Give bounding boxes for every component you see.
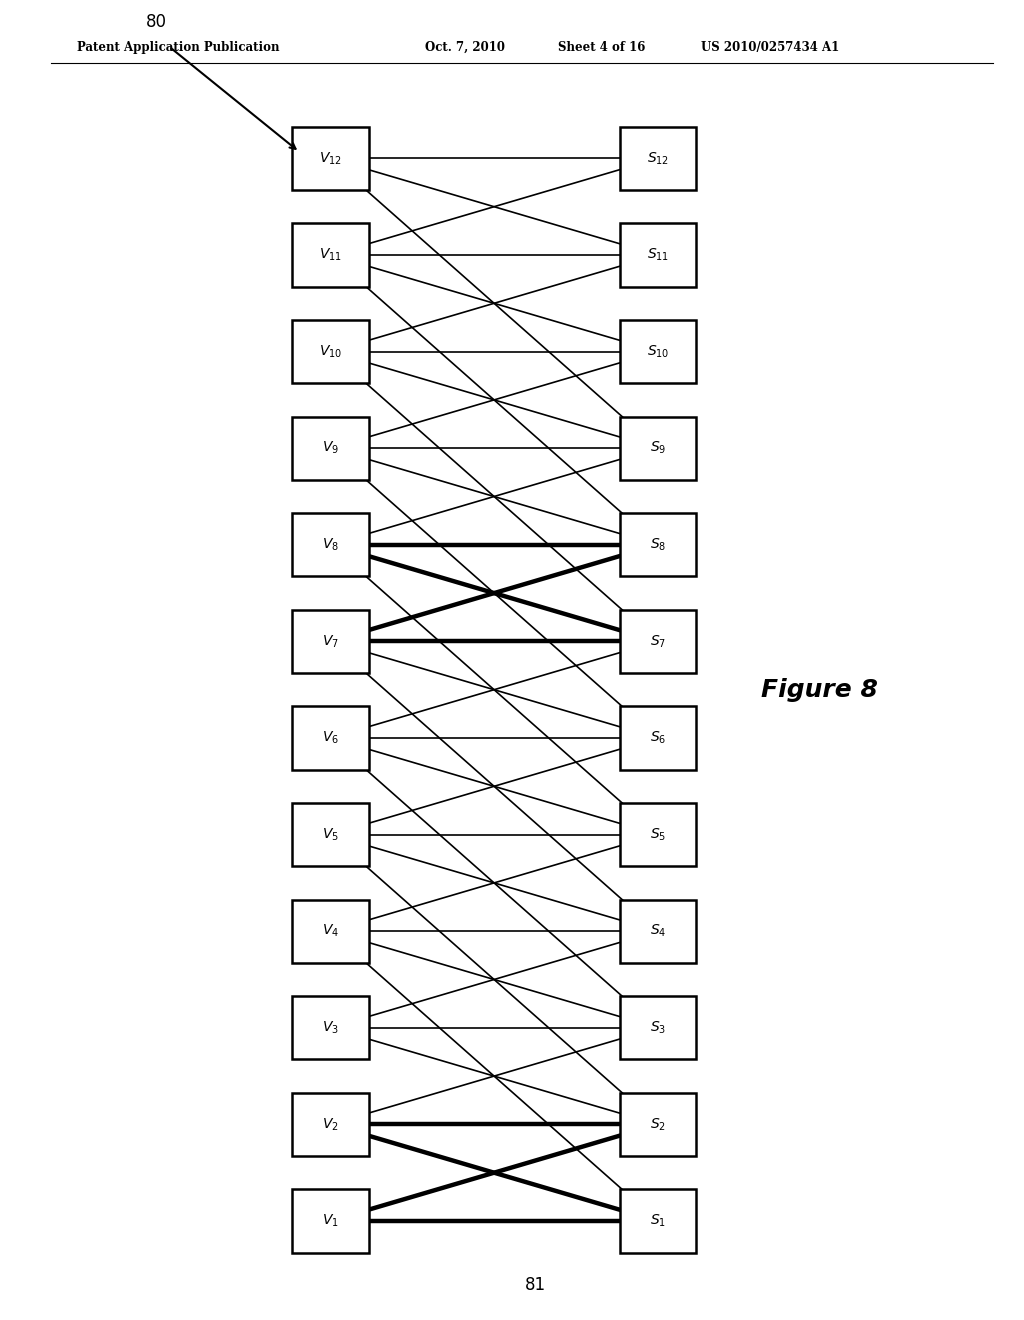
Bar (292, 803, 369, 866)
Text: Patent Application Publication: Patent Application Publication (77, 41, 280, 54)
Text: $V_{8}$: $V_{8}$ (322, 537, 339, 553)
Bar (292, 1093, 369, 1156)
Text: $V_{6}$: $V_{6}$ (322, 730, 339, 746)
Bar (292, 1189, 369, 1253)
Text: $V_{7}$: $V_{7}$ (322, 634, 339, 649)
Bar (620, 997, 696, 1060)
Bar (620, 319, 696, 383)
Bar (292, 417, 369, 480)
Text: $V_{3}$: $V_{3}$ (322, 1019, 339, 1036)
Text: $S_{1}$: $S_{1}$ (650, 1213, 666, 1229)
Bar (620, 803, 696, 866)
Bar (292, 127, 369, 190)
Bar (620, 610, 696, 673)
Text: $V_{11}$: $V_{11}$ (318, 247, 342, 263)
Text: $V_{12}$: $V_{12}$ (318, 150, 342, 166)
Bar (292, 997, 369, 1060)
Text: $V_{4}$: $V_{4}$ (322, 923, 339, 940)
Text: $S_{2}$: $S_{2}$ (650, 1117, 666, 1133)
Text: $S_{7}$: $S_{7}$ (650, 634, 666, 649)
Text: $V_{2}$: $V_{2}$ (322, 1117, 339, 1133)
Text: $V_{5}$: $V_{5}$ (322, 826, 339, 842)
Text: $V_{1}$: $V_{1}$ (322, 1213, 339, 1229)
Text: $S_{12}$: $S_{12}$ (647, 150, 669, 166)
Text: $S_{3}$: $S_{3}$ (650, 1019, 666, 1036)
Text: $S_{6}$: $S_{6}$ (650, 730, 666, 746)
Text: $S_{4}$: $S_{4}$ (650, 923, 666, 940)
Bar (620, 513, 696, 577)
Bar (292, 706, 369, 770)
Bar (620, 1093, 696, 1156)
Bar (292, 899, 369, 962)
Bar (292, 319, 369, 383)
Text: $S_{5}$: $S_{5}$ (650, 826, 666, 842)
Text: US 2010/0257434 A1: US 2010/0257434 A1 (701, 41, 840, 54)
Text: $V_{9}$: $V_{9}$ (322, 440, 339, 457)
Bar (620, 1189, 696, 1253)
Bar (620, 899, 696, 962)
Text: $S_{10}$: $S_{10}$ (647, 343, 669, 360)
Bar (292, 610, 369, 673)
Bar (620, 706, 696, 770)
Text: Sheet 4 of 16: Sheet 4 of 16 (558, 41, 645, 54)
Text: $S_{8}$: $S_{8}$ (650, 537, 666, 553)
Text: Oct. 7, 2010: Oct. 7, 2010 (425, 41, 505, 54)
Bar (620, 417, 696, 480)
Text: $S_{9}$: $S_{9}$ (650, 440, 666, 457)
Text: $S_{11}$: $S_{11}$ (647, 247, 669, 263)
Bar (620, 223, 696, 286)
Bar (620, 127, 696, 190)
Bar (292, 223, 369, 286)
Text: Figure 8: Figure 8 (761, 677, 878, 702)
Bar (292, 513, 369, 577)
Text: $V_{10}$: $V_{10}$ (318, 343, 342, 360)
Text: 81: 81 (524, 1276, 546, 1295)
Text: 80: 80 (146, 13, 167, 30)
